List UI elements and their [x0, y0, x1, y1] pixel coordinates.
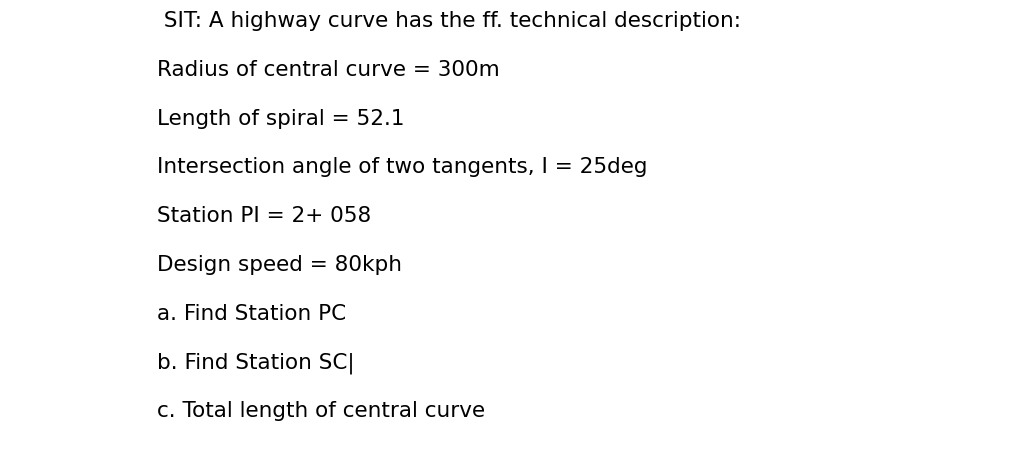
Text: Intersection angle of two tangents, I = 25deg: Intersection angle of two tangents, I = …	[157, 157, 647, 177]
Text: c. Total length of central curve: c. Total length of central curve	[157, 401, 484, 421]
Text: Radius of central curve = 300m: Radius of central curve = 300m	[157, 60, 499, 80]
Text: Length of spiral = 52.1: Length of spiral = 52.1	[157, 109, 404, 129]
Text: a. Find Station PC: a. Find Station PC	[157, 304, 346, 323]
Text: b. Find Station SC|: b. Find Station SC|	[157, 352, 354, 374]
Text: Station PI = 2+ 058: Station PI = 2+ 058	[157, 206, 371, 226]
Text: SIT: A highway curve has the ff. technical description:: SIT: A highway curve has the ff. technic…	[157, 11, 740, 31]
Text: Design speed = 80kph: Design speed = 80kph	[157, 255, 401, 275]
